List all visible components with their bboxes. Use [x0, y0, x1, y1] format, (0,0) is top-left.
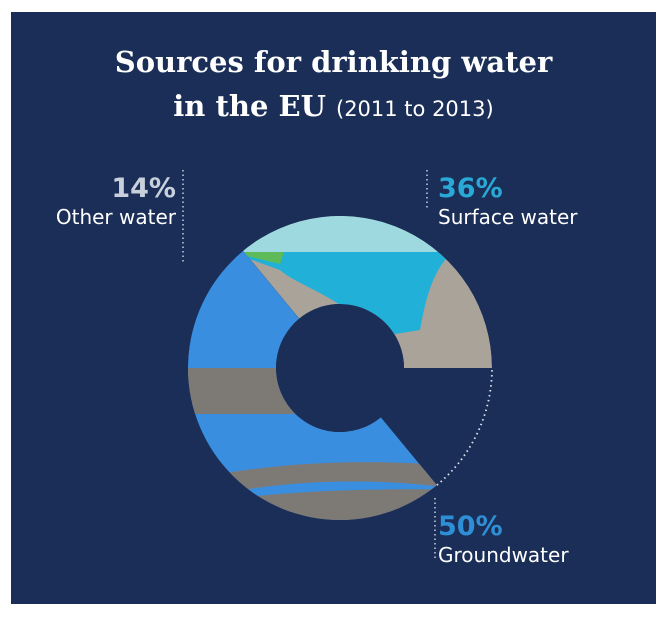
infographic-panel: Sources for drinking water in the EU (20… — [11, 12, 656, 604]
donut-slices — [187, 216, 493, 521]
groundwater-name: Groundwater — [438, 543, 569, 567]
other-water-label: 14% Other water — [56, 174, 176, 230]
groundwater-label: 50% Groundwater — [438, 512, 569, 568]
slice-other-water — [436, 367, 493, 486]
other-water-name: Other water — [55, 205, 176, 229]
other-water-percent: 14% — [111, 173, 176, 204]
title-line-2: in the EU (2011 to 2013) — [11, 84, 656, 131]
surface-water-name: Surface water — [438, 205, 578, 229]
label-connectors — [182, 170, 436, 558]
surface-water-label: 36% Surface water — [438, 174, 578, 230]
groundwater-percent: 50% — [438, 511, 503, 542]
title-bold-part: in the EU — [173, 89, 326, 123]
donut-chart — [182, 170, 493, 558]
title-date-range: (2011 to 2013) — [336, 97, 494, 121]
chart-title: Sources for drinking water in the EU (20… — [11, 40, 656, 131]
surface-water-percent: 36% — [438, 173, 503, 204]
title-line-1: Sources for drinking water — [114, 45, 553, 79]
